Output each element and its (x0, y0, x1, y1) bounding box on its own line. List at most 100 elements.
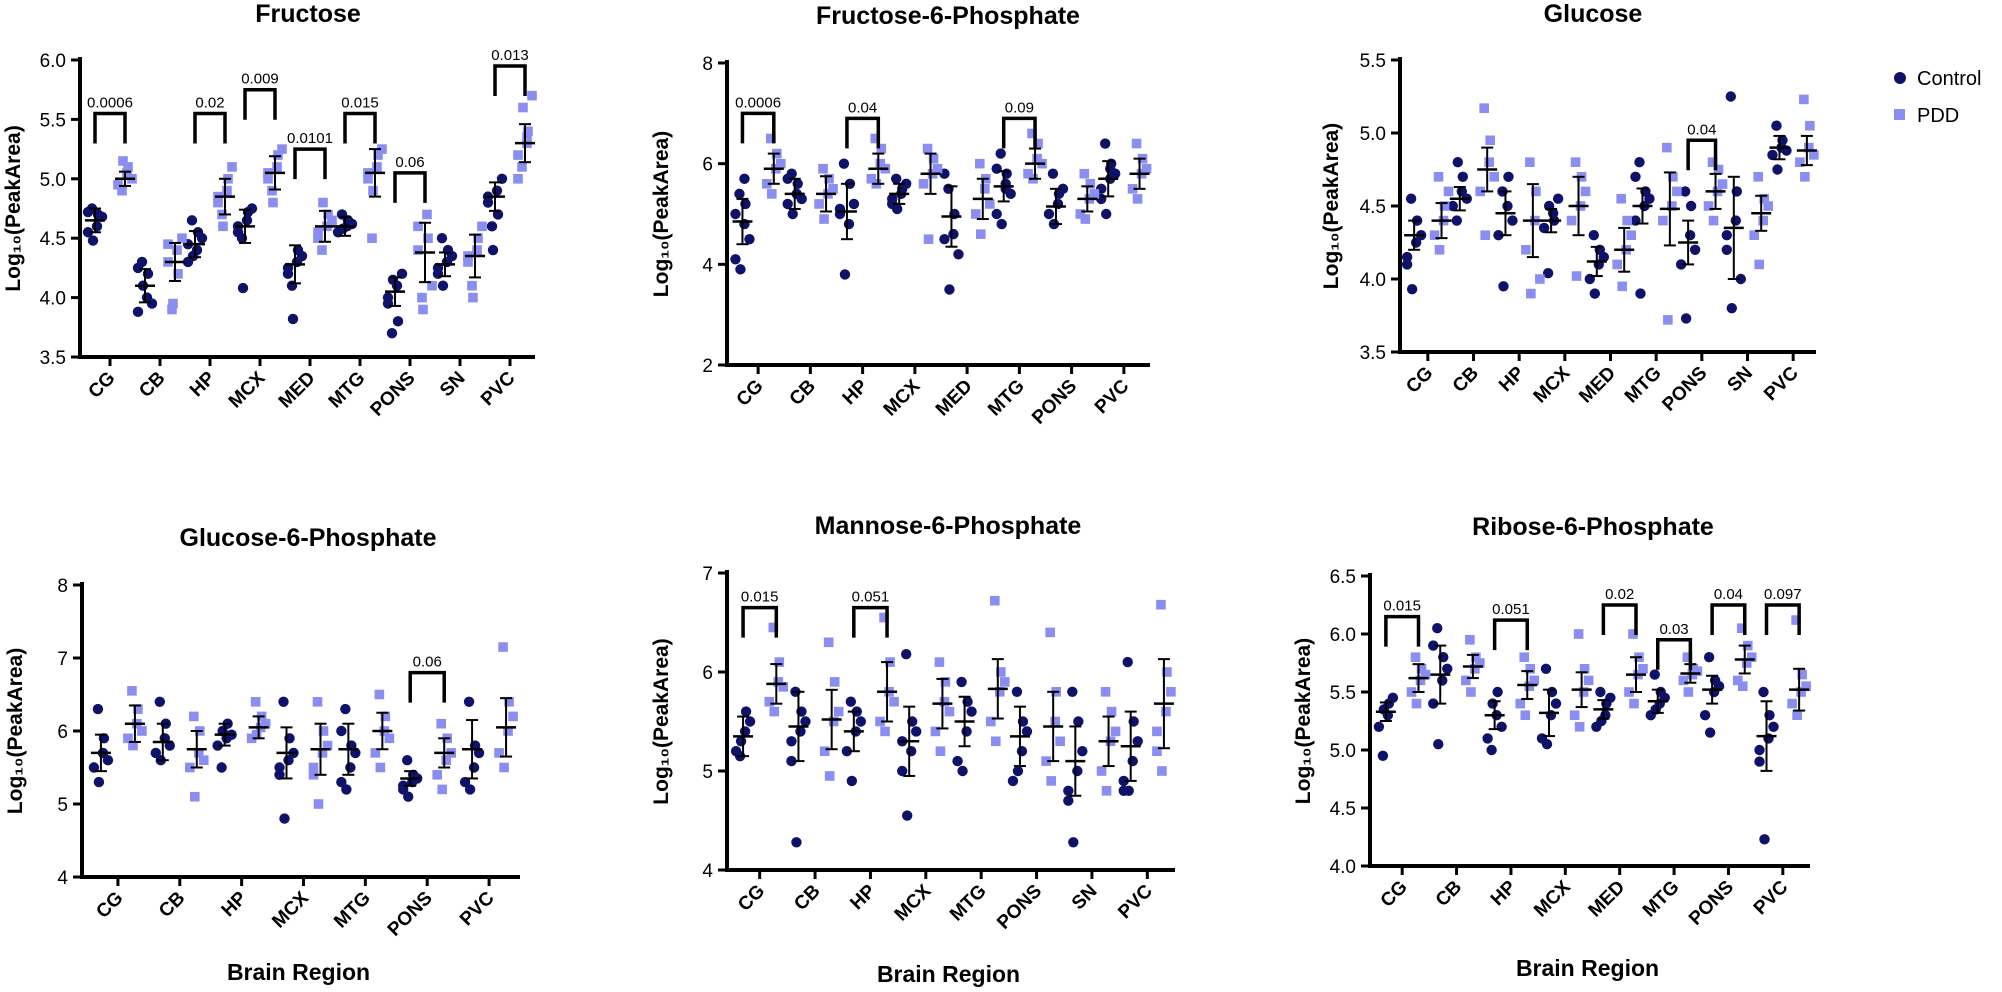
control-point (491, 185, 503, 196)
pdd-point (1667, 201, 1677, 211)
y-tick-label: 5.0 (1360, 124, 1386, 145)
control-point (839, 269, 851, 280)
control-point (1588, 230, 1600, 241)
control-point (1406, 284, 1418, 295)
pdd-point (250, 697, 261, 707)
chart-panel-1: Fructose Log₁₀(PeakArea) 3.5 4.0 4.5 5.0 5.5 6.… (2, 0, 537, 421)
pdd-point (980, 184, 990, 194)
pdd-point (829, 677, 840, 687)
pdd-point (976, 229, 986, 239)
pdd-point (1535, 274, 1545, 284)
pdd-point (991, 736, 1001, 747)
pdd-point (985, 199, 995, 209)
control-point (1725, 91, 1737, 102)
y-axis-label: Log₁₀(PeakArea) (4, 648, 27, 814)
pdd-point (975, 158, 985, 169)
control-point (1068, 837, 1079, 848)
control-point (91, 221, 103, 232)
x-tick-label: MED (275, 368, 320, 413)
control-point (187, 250, 199, 262)
chart-title: Glucose (1544, 0, 1643, 28)
significance-bracket (1601, 603, 1638, 635)
pdd-point (370, 748, 381, 758)
pdd-point (272, 162, 282, 172)
pdd-point (123, 162, 133, 172)
significance-bracket (1686, 138, 1718, 171)
pdd-point (222, 185, 232, 196)
control-point (403, 791, 414, 802)
x-tick-label: PONS (367, 368, 420, 421)
x-tick-label: MTG (1639, 877, 1684, 922)
control-point (1073, 716, 1084, 727)
pdd-point (128, 740, 138, 751)
pdd-point (870, 133, 881, 144)
pdd-point (819, 746, 830, 756)
control-point (1635, 288, 1646, 299)
control-point (1047, 168, 1059, 179)
control-point (1758, 686, 1769, 698)
y-tick-label: 4.5 (40, 229, 66, 250)
control-point (843, 218, 855, 230)
pdd-point (163, 239, 173, 249)
y-tick-label: 5.5 (1360, 51, 1386, 72)
control-point (1507, 215, 1518, 226)
control-point (386, 328, 398, 339)
pdd-point (432, 770, 443, 780)
pdd-point (193, 748, 204, 758)
control-point (956, 676, 967, 688)
control-point (1541, 739, 1553, 750)
pdd-point (273, 150, 283, 160)
x-tick-label: CG (1402, 363, 1437, 398)
control-point (88, 762, 100, 773)
pdd-point (1583, 675, 1594, 686)
pdd-point (1520, 710, 1531, 720)
pdd-point (467, 280, 477, 291)
pdd-point (818, 163, 828, 174)
pdd-point (380, 711, 391, 722)
pdd-point (1439, 201, 1450, 211)
control-point (991, 163, 1002, 174)
pdd-point (1485, 135, 1495, 146)
control-point (154, 696, 165, 707)
control-point (1077, 746, 1088, 757)
control-point (1685, 200, 1697, 212)
control-point (279, 813, 290, 824)
y-tick-label: 7 (57, 649, 68, 670)
y-tick-label: 6 (702, 155, 713, 176)
pdd-point (1754, 259, 1764, 270)
control-point (1540, 663, 1552, 674)
y-tick-label: 4 (702, 255, 713, 276)
pdd-point (374, 689, 385, 700)
control-point (402, 755, 413, 766)
pdd-point (875, 158, 886, 169)
significance-bracket (740, 111, 776, 144)
x-tick-label: MCX (880, 375, 925, 420)
control-point (237, 282, 249, 294)
pdd-point (1531, 186, 1541, 197)
pdd-point (1046, 776, 1056, 786)
pdd-point (377, 144, 387, 154)
legend: Control PDD (1894, 68, 1981, 127)
pdd-point (437, 784, 448, 795)
pdd-point (996, 667, 1006, 677)
pdd-point (422, 209, 432, 220)
pdd-point (322, 740, 333, 751)
pdd-point (1753, 172, 1763, 182)
control-point (739, 173, 750, 184)
control-point (1680, 313, 1692, 324)
pdd-point (317, 245, 327, 255)
x-tick-label: PONS (1028, 376, 1081, 429)
legend-pdd-marker (1894, 109, 1905, 120)
control-point (1605, 692, 1616, 703)
y-tick-label: 4.5 (1360, 197, 1386, 218)
x-tick-label: PONS (1685, 877, 1738, 930)
control-point (897, 765, 908, 777)
control-point (791, 837, 802, 848)
control-point (887, 198, 898, 210)
pdd-point (384, 733, 395, 744)
control-point (901, 648, 912, 660)
x-tick-label: PVC (1760, 362, 1803, 405)
p-value-label: 0.09 (1005, 99, 1034, 116)
pdd-point (317, 748, 328, 758)
pdd-point (1805, 120, 1815, 131)
